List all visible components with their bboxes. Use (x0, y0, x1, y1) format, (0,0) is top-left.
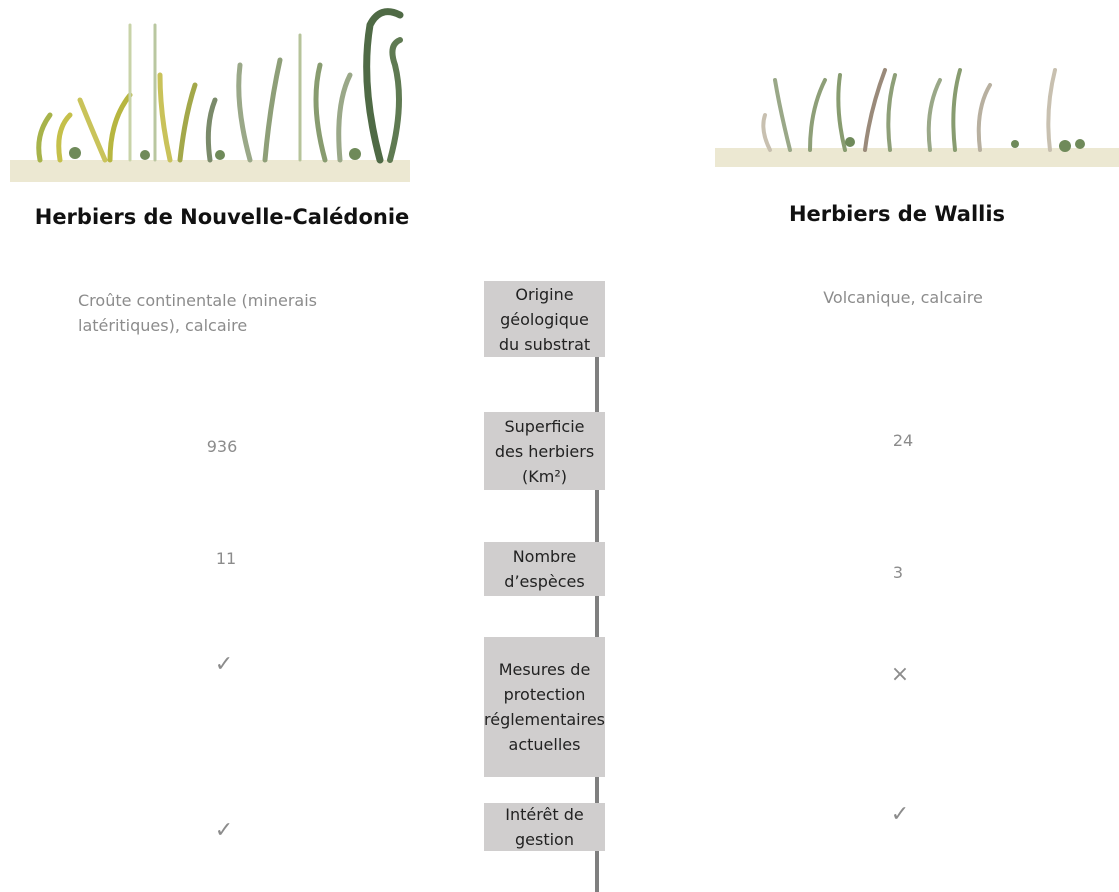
left-value: ✓ (214, 652, 234, 677)
criterion-box: Mesures de protection réglementaires act… (484, 637, 605, 777)
criterion-box: Intérêt de gestion (484, 803, 605, 851)
right-value: Volcanique, calcaire (823, 288, 983, 307)
connector-line (595, 357, 599, 892)
seagrass-illustration-right (715, 68, 1119, 167)
left-value: ✓ (214, 818, 234, 843)
left-value: Croûte continentale (minerais latéritiqu… (78, 291, 317, 335)
left-value: 11 (215, 549, 237, 568)
left-title: Herbiers de Nouvelle-Calédonie (34, 205, 410, 229)
right-title: Herbiers de Wallis (788, 202, 1006, 226)
right-value: × (890, 662, 910, 687)
right-value: 3 (892, 563, 904, 582)
criterion-box: Nombre d’espèces (484, 542, 605, 596)
criterion-box: Origine géologique du substrat (484, 281, 605, 357)
right-value: ✓ (890, 802, 910, 827)
left-value: 936 (206, 437, 238, 456)
seagrass-illustration-left (10, 8, 410, 182)
criterion-box: Superficie des herbiers (Km²) (484, 412, 605, 490)
right-value: 24 (892, 431, 914, 450)
